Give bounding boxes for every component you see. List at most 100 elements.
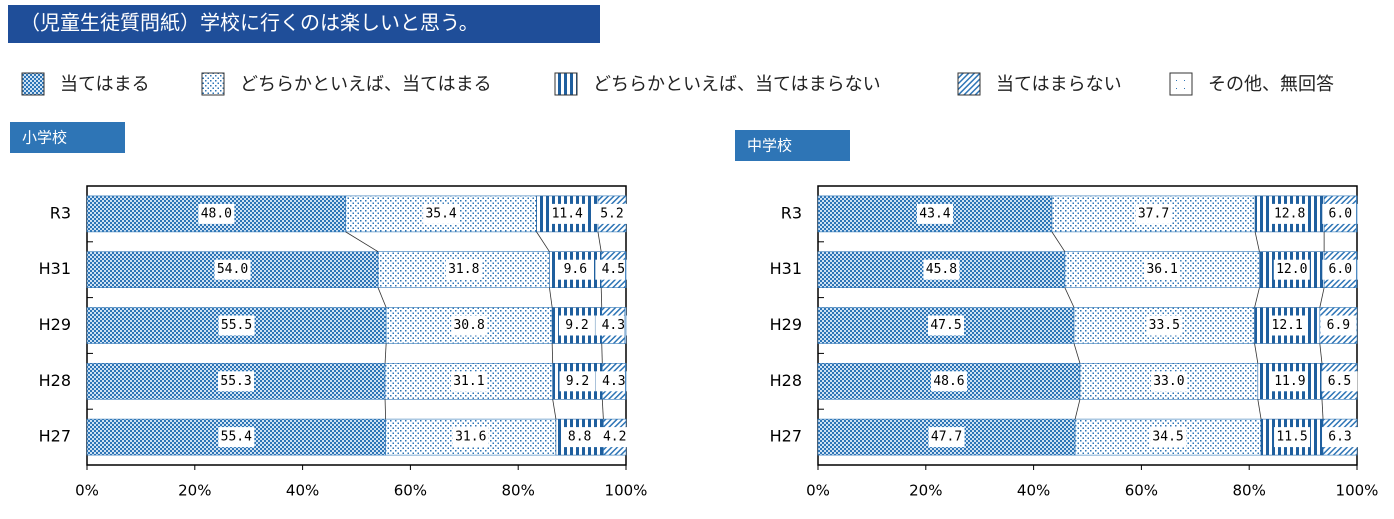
connector xyxy=(1254,343,1259,364)
legend-label: 当てはまらない xyxy=(996,74,1122,95)
category-label: H31 xyxy=(39,259,71,278)
value-label: 34.5 xyxy=(1152,430,1183,445)
value-label: 6.3 xyxy=(1328,430,1351,445)
value-label-bg xyxy=(595,315,632,336)
subtitle-box xyxy=(10,122,125,153)
x-tick-label: 40% xyxy=(286,482,319,500)
value-label-bg xyxy=(1146,315,1183,336)
value-label-bg xyxy=(923,259,960,280)
title-banner xyxy=(8,5,600,43)
legend-swatch xyxy=(21,72,45,96)
value-label-bg xyxy=(1322,203,1359,224)
value-label-bg xyxy=(1274,427,1311,448)
x-tick-label: 20% xyxy=(178,482,211,500)
value-label: 31.1 xyxy=(453,374,484,389)
value-label-bg xyxy=(218,427,255,448)
value-label-bg xyxy=(1269,315,1306,336)
value-label: 12.8 xyxy=(1274,206,1305,221)
value-label-bg xyxy=(1320,315,1357,336)
value-label: 4.5 xyxy=(602,262,625,277)
connector xyxy=(1254,287,1260,308)
bar-segment xyxy=(1356,251,1358,288)
x-tick-label: 80% xyxy=(502,482,535,500)
value-label: 30.8 xyxy=(453,318,484,333)
value-label: 5.2 xyxy=(600,206,623,221)
value-label-bg xyxy=(558,315,595,336)
value-label: 12.0 xyxy=(1276,262,1307,277)
bar-segment xyxy=(625,362,627,400)
value-label: 12.1 xyxy=(1272,318,1303,333)
connector xyxy=(597,231,602,252)
value-label-bg xyxy=(595,371,632,392)
value-label-bg xyxy=(218,315,255,336)
legend-label: どちらかといえば、当てはまらない xyxy=(593,74,881,95)
value-label: 31.6 xyxy=(455,430,486,445)
x-tick-label: 40% xyxy=(1017,482,1050,500)
value-label-bg xyxy=(450,371,487,392)
bar-segment xyxy=(624,307,627,344)
value-label-bg xyxy=(1271,203,1308,224)
value-label-bg xyxy=(1322,259,1359,280)
connector xyxy=(384,399,387,420)
category-label: H27 xyxy=(770,427,802,446)
x-tick-label: 20% xyxy=(909,482,942,500)
value-label: 55.5 xyxy=(221,318,252,333)
subtitle: 小学校 xyxy=(22,129,67,147)
value-label-bg xyxy=(930,371,967,392)
connector xyxy=(1254,231,1260,252)
value-label: 48.6 xyxy=(933,374,964,389)
value-label-bg xyxy=(1144,259,1181,280)
value-label-bg xyxy=(423,203,460,224)
category-label: R3 xyxy=(781,203,802,222)
legend-swatch xyxy=(957,72,981,96)
connector xyxy=(1073,343,1081,364)
value-label-bg xyxy=(218,371,255,392)
value-label-bg xyxy=(445,259,482,280)
value-label: 9.6 xyxy=(564,262,587,277)
value-label: 4.2 xyxy=(603,430,626,445)
value-label: 55.3 xyxy=(220,374,251,389)
category-label: H29 xyxy=(770,315,802,334)
legend-swatch xyxy=(201,72,225,96)
connector xyxy=(552,399,557,420)
value-label: 31.8 xyxy=(448,262,479,277)
value-label-bg xyxy=(559,371,596,392)
value-label: 47.5 xyxy=(930,318,961,333)
value-label-bg xyxy=(1135,203,1172,224)
connector xyxy=(345,231,379,253)
legend-swatch xyxy=(554,72,578,96)
value-label-bg xyxy=(1271,371,1308,392)
connector xyxy=(1064,287,1075,308)
bar-segment xyxy=(625,251,627,288)
value-label-bg xyxy=(1321,371,1358,392)
value-label-bg xyxy=(452,427,489,448)
title: （児童生徒質問紙）学校に行くのは楽しいと思う。 xyxy=(20,11,479,35)
connector xyxy=(601,343,603,364)
value-label-bg xyxy=(557,259,594,280)
category-label: H28 xyxy=(39,371,71,390)
bar-segment xyxy=(1356,195,1358,233)
x-tick-label: 60% xyxy=(1125,482,1158,500)
connector xyxy=(551,343,554,364)
value-label: 43.4 xyxy=(919,206,950,221)
value-label: 6.0 xyxy=(1329,206,1352,221)
connector xyxy=(1257,399,1262,420)
value-label-bg xyxy=(561,427,598,448)
value-label: 33.5 xyxy=(1149,318,1180,333)
value-label-bg xyxy=(596,427,633,448)
connector xyxy=(549,287,553,308)
value-label: 54.0 xyxy=(217,262,248,277)
category-label: H31 xyxy=(770,259,802,278)
legend-swatch xyxy=(1169,72,1193,96)
x-tick-label: 0% xyxy=(806,482,830,500)
connector xyxy=(1321,399,1324,420)
value-label: 4.3 xyxy=(602,374,625,389)
connector xyxy=(536,231,550,252)
x-tick-label: 100% xyxy=(605,482,648,500)
connector xyxy=(1051,231,1066,252)
category-label: R3 xyxy=(50,203,71,222)
value-label-bg xyxy=(1150,427,1187,448)
x-tick-label: 80% xyxy=(1233,482,1266,500)
value-label: 4.3 xyxy=(602,318,625,333)
value-label: 45.8 xyxy=(926,262,957,277)
